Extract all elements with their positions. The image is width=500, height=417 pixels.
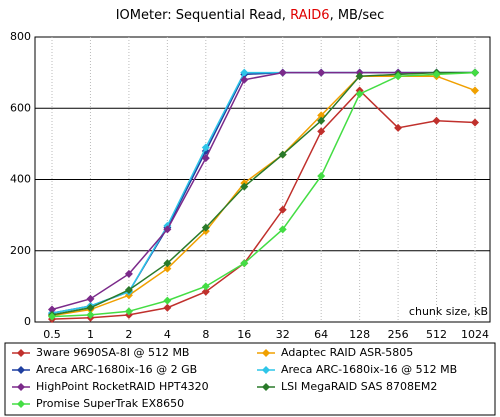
x-tick-label: 128 xyxy=(349,328,370,341)
legend-marker xyxy=(17,383,25,391)
point-marker xyxy=(163,264,172,273)
title-part: , MB/sec xyxy=(330,8,385,23)
point-marker xyxy=(394,72,403,81)
title-part: IOMeter: Sequential Read, xyxy=(116,8,290,23)
x-axis-label: chunk size, kB xyxy=(409,305,488,318)
point-marker xyxy=(317,171,326,180)
point-marker xyxy=(355,72,364,81)
point-marker xyxy=(317,116,326,125)
point-marker xyxy=(432,70,441,79)
x-tick-label: 0.5 xyxy=(43,328,61,341)
legend-marker xyxy=(17,349,25,357)
point-marker xyxy=(163,303,172,312)
x-tick-label: 256 xyxy=(388,328,409,341)
series-line xyxy=(51,71,475,311)
point-marker xyxy=(240,75,249,84)
chart-title: IOMeter: Sequential Read, RAID6, MB/sec xyxy=(116,8,385,23)
title-part: RAID6 xyxy=(290,8,330,23)
point-marker xyxy=(278,150,287,159)
point-marker xyxy=(278,205,287,214)
legend-label: Promise SuperTrak EX8650 xyxy=(36,397,184,410)
point-marker xyxy=(240,259,249,268)
y-tick-label: 800 xyxy=(10,30,31,43)
point-marker xyxy=(278,68,287,77)
legend-marker xyxy=(262,383,270,391)
point-marker xyxy=(394,123,403,132)
y-tick-label: 400 xyxy=(10,173,31,186)
series-line xyxy=(51,71,476,318)
point-marker xyxy=(124,285,133,294)
point-marker xyxy=(278,225,287,234)
x-tick-label: 16 xyxy=(237,328,251,341)
legend-label: Adaptec RAID ASR-5805 xyxy=(281,346,413,359)
x-tick-label: 32 xyxy=(276,328,290,341)
x-tick-label: 512 xyxy=(426,328,447,341)
x-tick-label: 1024 xyxy=(461,328,489,341)
point-marker xyxy=(86,303,95,312)
point-marker xyxy=(86,294,95,303)
series-line xyxy=(51,89,476,320)
point-marker xyxy=(317,68,326,77)
y-tick-label: 0 xyxy=(24,315,31,328)
legend-label: LSI MegaRAID SAS 8708EM2 xyxy=(281,380,437,393)
point-marker xyxy=(432,116,441,125)
legend-label: Areca ARC-1680ix-16 @ 512 MB xyxy=(281,363,457,376)
legend xyxy=(4,342,496,416)
legend-marker xyxy=(17,366,25,374)
series-line xyxy=(51,71,475,316)
point-marker xyxy=(355,90,364,98)
x-tick-label: 64 xyxy=(314,328,328,341)
point-marker xyxy=(240,68,249,77)
legend-marker xyxy=(262,349,270,357)
legend-marker xyxy=(262,366,270,374)
point-marker xyxy=(201,282,210,291)
point-marker xyxy=(240,182,249,191)
point-marker xyxy=(471,118,479,127)
y-tick-label: 200 xyxy=(10,244,31,257)
x-tick-label: 4 xyxy=(164,328,171,341)
point-marker xyxy=(48,312,56,321)
point-marker xyxy=(163,296,172,305)
point-marker xyxy=(124,269,133,278)
point-marker xyxy=(471,86,479,95)
point-marker xyxy=(86,310,95,319)
x-tick-label: 1 xyxy=(87,328,94,341)
point-marker xyxy=(201,143,210,152)
point-marker xyxy=(48,305,56,314)
point-marker xyxy=(201,223,210,232)
legend-marker xyxy=(17,400,25,408)
x-tick-label: 8 xyxy=(202,328,209,341)
point-marker xyxy=(201,154,210,163)
legend-label: HighPoint RocketRAID HPT4320 xyxy=(36,380,209,393)
point-marker xyxy=(317,127,326,136)
legend-label: 3ware 9690SA-8I @ 512 MB xyxy=(36,346,189,359)
y-tick-label: 600 xyxy=(10,101,31,114)
point-marker xyxy=(124,307,133,316)
point-marker xyxy=(163,225,172,234)
point-marker xyxy=(471,68,479,77)
legend-label: Areca ARC-1680ix-16 @ 2 GB xyxy=(36,363,197,376)
point-marker xyxy=(201,287,210,296)
x-tick-label: 2 xyxy=(125,328,132,341)
point-marker xyxy=(163,259,172,268)
